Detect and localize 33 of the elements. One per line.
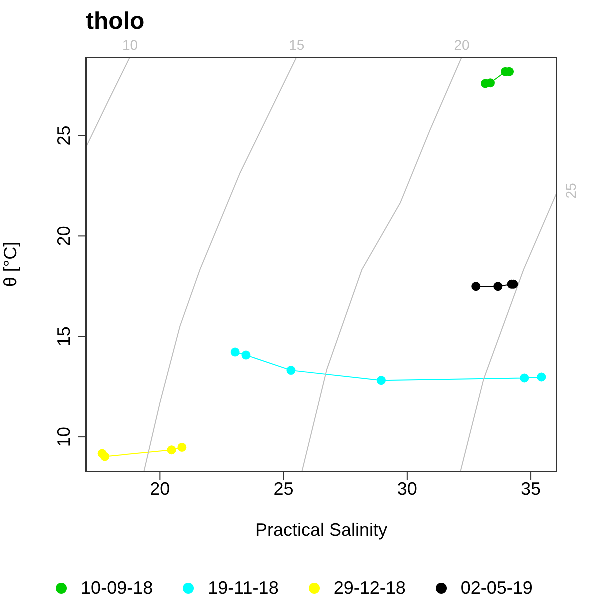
legend-label: 02-05-19 (460, 578, 533, 599)
point (242, 350, 251, 360)
series-label: 10 (121, 37, 140, 53)
point (494, 282, 503, 292)
point (167, 446, 176, 455)
line-series (302, 57, 463, 472)
legend-label: 19-11-18 (208, 578, 279, 599)
x-tick-label: 20 (150, 478, 170, 499)
point (376, 376, 386, 386)
y-tick-label: 10 (54, 427, 74, 448)
point (520, 374, 530, 383)
point (230, 348, 240, 357)
point (537, 372, 546, 382)
chart-title: tholo (86, 8, 145, 36)
text: 25 (562, 183, 579, 199)
y-tick-label: 20 (54, 226, 74, 246)
legend-label: 29-12-18 (334, 578, 406, 599)
point (472, 282, 481, 292)
point (178, 442, 187, 452)
series-label: 15 (288, 37, 306, 53)
y-tick-label: 25 (54, 126, 74, 146)
series-label: 20 (453, 37, 471, 53)
x-axis-title: Practical Salinity (255, 520, 388, 540)
point (100, 452, 110, 462)
x-tick-label: 25 (274, 478, 294, 499)
legend-label: 10-09-18 (81, 578, 154, 599)
x-tick-label: 30 (397, 478, 418, 499)
x-tick-label: 35 (521, 478, 542, 499)
y-tick-label: 15 (54, 326, 74, 347)
line-series (460, 192, 557, 472)
y-axis-title: θ [°C] (0, 242, 20, 288)
point (286, 366, 296, 376)
line-series (144, 57, 298, 472)
